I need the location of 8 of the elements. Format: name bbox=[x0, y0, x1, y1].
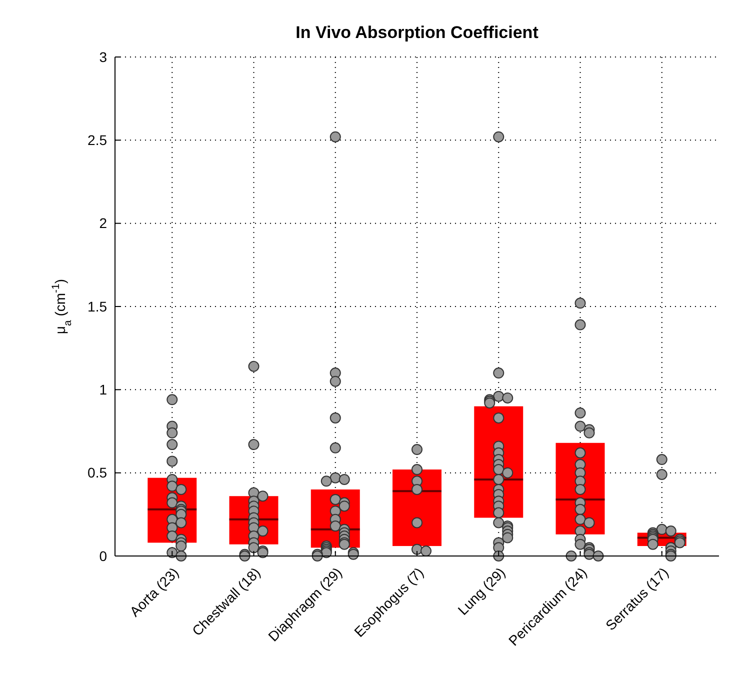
y-tick-label: 0 bbox=[99, 548, 108, 564]
y-tick-label: 1 bbox=[99, 382, 108, 398]
y-tick-label: 0.5 bbox=[88, 464, 108, 481]
y-tick-label: 1.5 bbox=[88, 298, 108, 314]
y-tick-label: 2.5 bbox=[88, 132, 108, 148]
y-tick-label: 2 bbox=[99, 215, 108, 232]
chart-title: In Vivo Absorption Coefficient bbox=[296, 23, 539, 42]
y-tick-label: 3 bbox=[99, 48, 108, 65]
